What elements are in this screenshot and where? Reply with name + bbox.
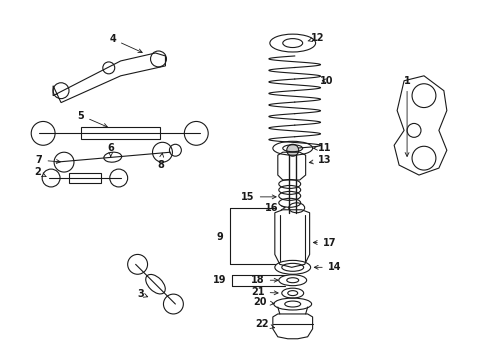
Text: 10: 10 <box>319 76 333 86</box>
Text: 8: 8 <box>157 153 163 170</box>
Text: 3: 3 <box>137 289 147 299</box>
Text: 12: 12 <box>307 33 324 43</box>
Text: 9: 9 <box>216 231 223 242</box>
Text: 4: 4 <box>109 34 142 53</box>
Circle shape <box>286 144 298 156</box>
Text: 1: 1 <box>403 76 409 157</box>
Text: 14: 14 <box>314 262 341 272</box>
Text: 11: 11 <box>313 143 330 153</box>
Text: 15: 15 <box>241 192 276 202</box>
Text: 21: 21 <box>251 287 278 297</box>
Text: 2: 2 <box>34 167 46 177</box>
Text: 18: 18 <box>251 275 278 285</box>
Text: 5: 5 <box>78 111 107 127</box>
Text: 20: 20 <box>253 297 274 307</box>
Text: 6: 6 <box>107 143 114 156</box>
Text: 7: 7 <box>36 155 60 165</box>
Text: 19: 19 <box>213 275 226 285</box>
Text: 22: 22 <box>255 319 274 329</box>
Text: 17: 17 <box>313 238 336 248</box>
Text: 13: 13 <box>309 155 330 165</box>
Text: 16: 16 <box>264 203 285 213</box>
